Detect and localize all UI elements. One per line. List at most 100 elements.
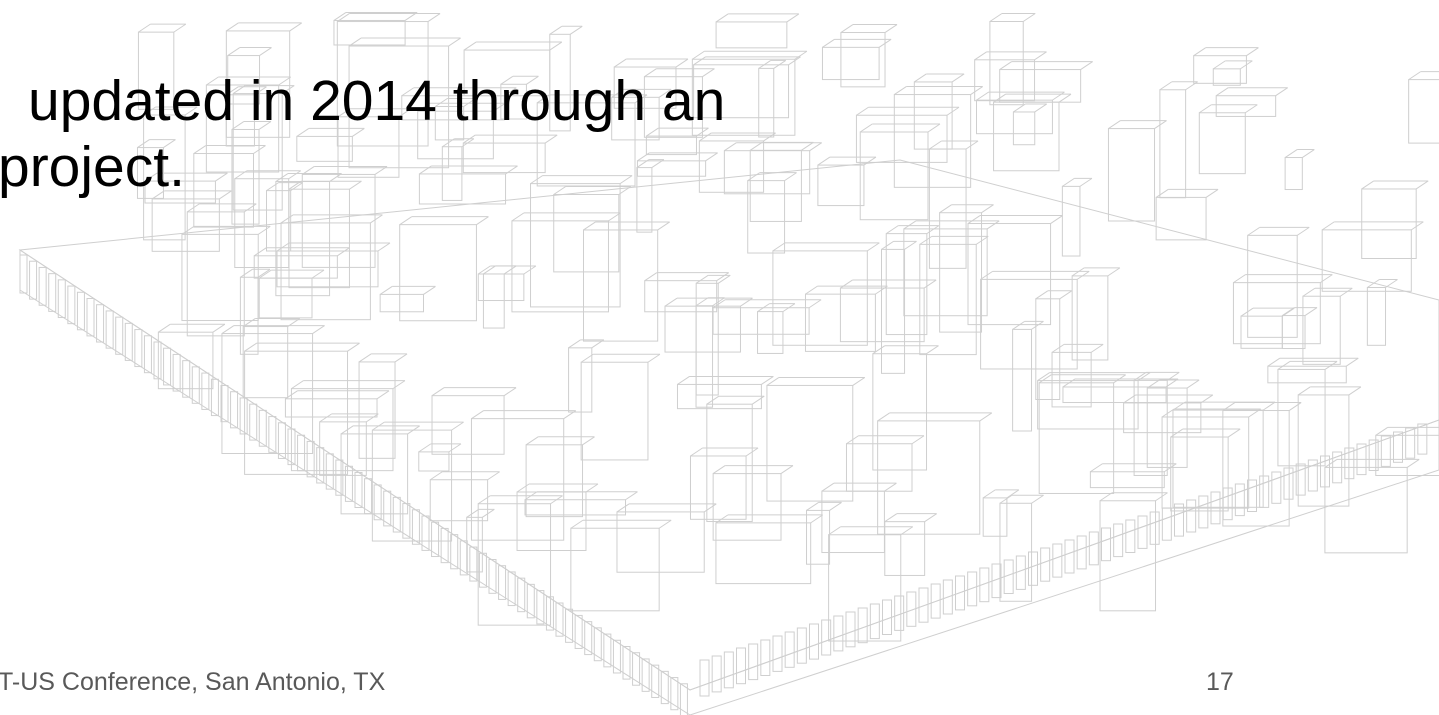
wire bbox=[186, 211, 245, 337]
wire bbox=[766, 384, 854, 502]
wire bbox=[696, 127, 709, 137]
wire bbox=[980, 270, 993, 280]
wire bbox=[516, 483, 530, 493]
wire bbox=[796, 627, 807, 664]
wire bbox=[1015, 555, 1026, 590]
wire bbox=[352, 127, 365, 137]
wire bbox=[979, 412, 993, 422]
wire bbox=[163, 347, 172, 386]
wire bbox=[220, 385, 229, 423]
wire bbox=[872, 345, 886, 355]
wire bbox=[471, 410, 484, 420]
wire bbox=[970, 86, 983, 95]
wire bbox=[1198, 112, 1246, 175]
wire bbox=[900, 526, 914, 536]
wire bbox=[965, 140, 979, 150]
wire bbox=[706, 403, 753, 523]
wire bbox=[991, 563, 1002, 599]
wire bbox=[780, 465, 794, 475]
wire bbox=[1199, 104, 1212, 114]
wire bbox=[477, 503, 552, 626]
wire bbox=[459, 540, 468, 576]
wire bbox=[319, 413, 332, 423]
wire bbox=[376, 390, 390, 400]
wire bbox=[276, 242, 290, 252]
wire bbox=[1212, 68, 1241, 86]
wire bbox=[664, 305, 741, 353]
wire bbox=[240, 268, 253, 278]
wire bbox=[1062, 177, 1075, 187]
wire bbox=[982, 489, 996, 499]
wire bbox=[715, 13, 729, 23]
wire bbox=[817, 164, 865, 207]
wire bbox=[724, 142, 737, 152]
wire bbox=[651, 664, 660, 698]
wire bbox=[693, 64, 790, 119]
wire bbox=[257, 225, 271, 235]
wire bbox=[57, 279, 66, 319]
wire bbox=[583, 221, 596, 231]
wire bbox=[1232, 282, 1321, 345]
wire bbox=[882, 599, 892, 635]
wire bbox=[411, 509, 420, 545]
wire bbox=[904, 240, 917, 250]
wire bbox=[1295, 463, 1306, 496]
wire bbox=[660, 670, 669, 705]
wire bbox=[603, 633, 612, 668]
wire bbox=[470, 418, 565, 541]
wire bbox=[193, 153, 255, 228]
wire bbox=[340, 433, 409, 515]
wire bbox=[634, 94, 648, 104]
wire bbox=[975, 235, 989, 245]
wire bbox=[840, 32, 886, 88]
wire bbox=[239, 276, 259, 355]
wire bbox=[401, 87, 415, 97]
wire bbox=[1159, 81, 1173, 91]
wire bbox=[244, 350, 349, 475]
wire bbox=[276, 250, 379, 288]
wire bbox=[358, 353, 372, 363]
wire bbox=[124, 322, 133, 361]
wire bbox=[253, 145, 266, 154]
wire bbox=[311, 269, 325, 279]
wire bbox=[926, 345, 939, 355]
wire bbox=[186, 203, 200, 213]
wire bbox=[1035, 298, 1061, 400]
wire bbox=[258, 121, 272, 130]
wire bbox=[806, 502, 819, 511]
wire bbox=[788, 56, 801, 66]
wire bbox=[805, 285, 818, 295]
wire bbox=[301, 166, 315, 175]
wire bbox=[918, 587, 929, 623]
wire bbox=[1302, 149, 1315, 158]
wire bbox=[325, 453, 334, 490]
wire bbox=[1012, 320, 1025, 330]
wire bbox=[747, 172, 760, 182]
wire bbox=[143, 114, 186, 241]
wire bbox=[306, 440, 315, 478]
wire bbox=[421, 515, 430, 551]
wire bbox=[1339, 287, 1353, 297]
wire bbox=[1050, 215, 1063, 224]
wire bbox=[715, 514, 729, 524]
wire bbox=[690, 447, 703, 457]
wire bbox=[476, 216, 489, 226]
wire bbox=[358, 361, 396, 459]
wire bbox=[517, 577, 526, 613]
wire bbox=[840, 24, 854, 33]
wire bbox=[493, 102, 506, 112]
wire bbox=[500, 75, 514, 85]
wire bbox=[1133, 379, 1168, 476]
wire bbox=[884, 513, 898, 523]
wire bbox=[1205, 188, 1219, 198]
wire bbox=[569, 25, 583, 35]
wire bbox=[212, 323, 226, 333]
wire bbox=[930, 583, 941, 619]
wire bbox=[877, 420, 981, 535]
wire bbox=[136, 147, 164, 199]
wire bbox=[749, 141, 763, 151]
wire bbox=[366, 413, 379, 423]
wire bbox=[584, 621, 593, 656]
wire bbox=[526, 583, 535, 619]
wire bbox=[715, 522, 812, 585]
